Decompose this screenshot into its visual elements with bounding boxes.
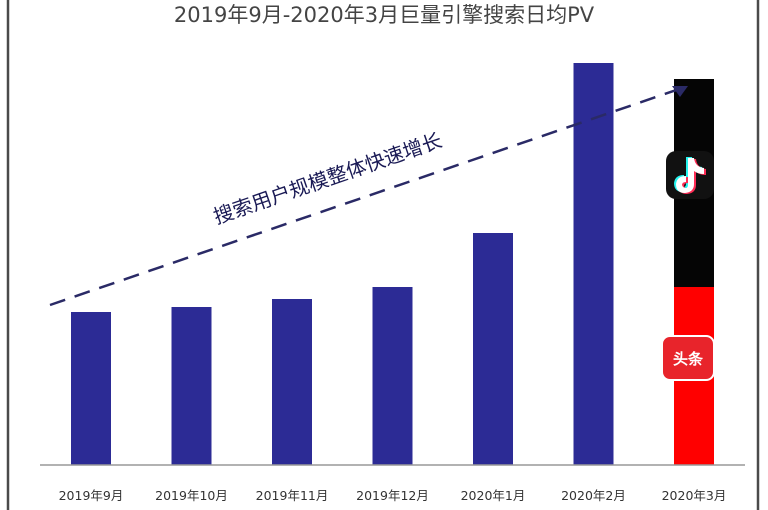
bar: [171, 307, 212, 465]
bar: [473, 233, 513, 465]
bars-layer: [71, 63, 714, 465]
bar: [71, 312, 111, 465]
chart-title: 2019年9月-2020年3月巨量引擎搜索日均PV: [174, 3, 595, 27]
toutiao-logo: 头条: [661, 335, 715, 381]
x-tick-labels: 2019年9月 2019年10月 2019年11月 2019年12月 2020年1月 20…: [59, 488, 727, 503]
bar: [372, 287, 413, 465]
bar: [272, 299, 312, 465]
x-tick-label: 2019年10月: [155, 488, 228, 503]
douyin-logo: [666, 151, 714, 199]
x-tick-label: 2019年9月: [59, 488, 124, 503]
x-tick-label: 2020年2月: [561, 488, 626, 503]
trend-annotation: 搜索用户规模整体快速增长: [210, 128, 445, 229]
x-tick-label: 2019年11月: [256, 488, 329, 503]
x-tick-label: 2020年1月: [461, 488, 526, 503]
douyin-note-white: [676, 158, 704, 193]
bar: [573, 63, 614, 465]
toutiao-logo-tile: [661, 335, 715, 381]
toutiao-logo-text: 头条: [673, 350, 704, 368]
trend-arrow-line: [49, 84, 689, 307]
x-tick-label: 2020年3月: [662, 488, 727, 503]
trend-arrowhead: [672, 86, 688, 97]
x-tick-label: 2019年12月: [356, 488, 429, 503]
